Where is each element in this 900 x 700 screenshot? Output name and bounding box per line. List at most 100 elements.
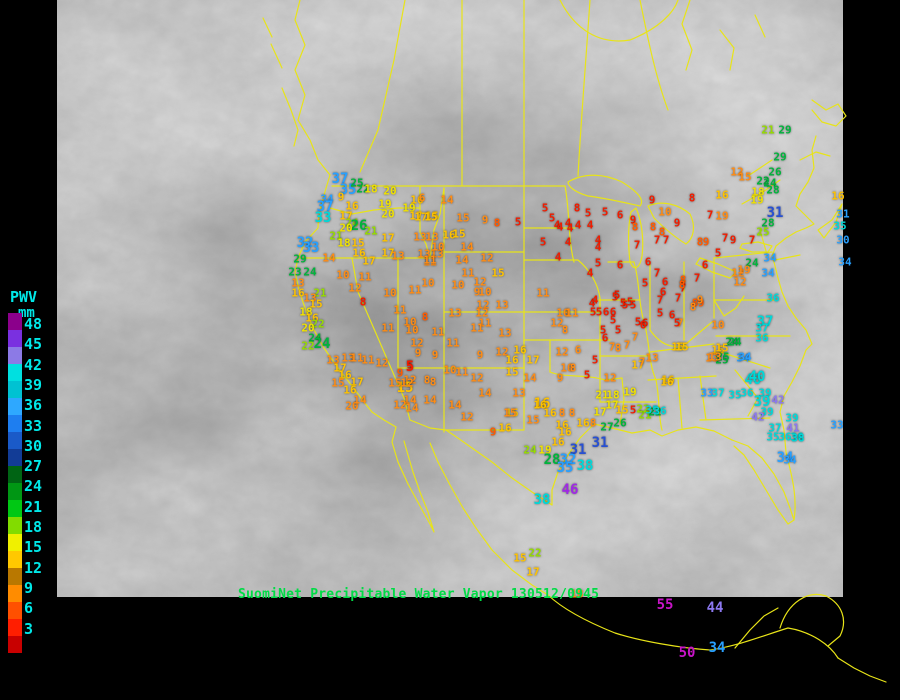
- legend-color-cell: [8, 313, 22, 330]
- station-value: 9: [648, 193, 656, 207]
- station-value: 13: [413, 230, 427, 244]
- station-value: 14: [423, 393, 437, 407]
- station-value: 17: [414, 210, 428, 224]
- station-value: 31: [591, 435, 609, 451]
- station-value: 12: [403, 373, 417, 387]
- station-value: 12: [393, 398, 407, 412]
- legend-label: 45: [24, 335, 43, 354]
- station-value: 12: [603, 371, 617, 385]
- station-value: 5: [613, 288, 621, 302]
- station-value: 4: [553, 218, 561, 232]
- station-value: 13: [341, 351, 355, 365]
- station-value: 16: [555, 418, 569, 432]
- station-value: 10: [556, 306, 570, 320]
- station-value: 5: [406, 358, 414, 372]
- station-value: 10: [443, 363, 457, 377]
- station-value: 18: [337, 236, 351, 250]
- station-value: 9: [489, 425, 497, 439]
- station-value: 4: [586, 218, 594, 232]
- station-value: 6: [418, 191, 426, 205]
- station-value: 24: [345, 216, 359, 230]
- station-value: 15: [503, 406, 517, 420]
- station-value: 22: [528, 546, 542, 560]
- station-value: 17: [526, 353, 540, 367]
- station-value: 38: [791, 431, 805, 445]
- station-value: 14: [478, 386, 492, 400]
- station-value: 22: [648, 405, 662, 419]
- station-value: 13: [512, 386, 526, 400]
- station-value: 28: [761, 216, 775, 230]
- station-value: 23: [288, 265, 302, 279]
- legend-color-cell: [8, 330, 22, 347]
- station-value: 21: [364, 224, 378, 238]
- station-value: 11: [446, 336, 460, 350]
- station-value: 7: [693, 271, 701, 285]
- station-value: 5: [714, 246, 722, 260]
- station-value: 15: [309, 297, 323, 311]
- station-value: 6: [701, 258, 709, 272]
- station-value: 5: [599, 323, 607, 337]
- station-value: 17: [362, 254, 376, 268]
- legend-color-cell: [8, 364, 22, 381]
- station-value: 14: [523, 371, 537, 385]
- station-value: 34: [320, 192, 334, 206]
- station-value: 17: [333, 361, 347, 375]
- station-value: 18: [364, 182, 378, 196]
- station-value: 13: [645, 351, 659, 365]
- station-value: 7: [631, 330, 639, 344]
- station-value: 8: [493, 216, 501, 230]
- legend-color-cell: [8, 449, 22, 466]
- station-value: 21: [313, 286, 327, 300]
- station-value: 28: [543, 452, 561, 468]
- station-value: 37: [756, 314, 774, 330]
- station-value: 20: [301, 321, 315, 335]
- station-value: 13: [498, 326, 512, 340]
- legend-color-cell: [8, 432, 22, 449]
- station-value: 17: [605, 398, 619, 412]
- station-value: 17: [381, 231, 395, 245]
- station-value: 5: [619, 296, 627, 310]
- station-value: 34: [763, 251, 777, 265]
- station-value: 25: [756, 225, 770, 239]
- legend-label: 21: [24, 497, 43, 516]
- legend-label: 30: [24, 436, 43, 455]
- station-value: 9: [473, 285, 481, 299]
- station-value: 22: [311, 317, 325, 331]
- station-value: 4: [586, 266, 594, 280]
- station-value: 37: [316, 199, 334, 215]
- station-value: 15: [491, 266, 505, 280]
- station-value: 33: [700, 386, 714, 400]
- station-value: 5: [673, 316, 681, 330]
- station-value: 24: [308, 331, 322, 345]
- station-value: 12: [730, 165, 744, 179]
- station-value: 10: [405, 323, 419, 337]
- station-value: 11: [455, 365, 469, 379]
- station-value: 8: [679, 273, 687, 287]
- station-value: 32: [296, 235, 314, 251]
- station-value: 33: [314, 210, 332, 226]
- station-value: 5: [641, 276, 649, 290]
- legend-label: 12: [24, 558, 43, 577]
- station-value: 34: [776, 450, 794, 466]
- station-value: 16: [831, 189, 845, 203]
- station-value: 7: [638, 355, 646, 369]
- station-value: 37: [768, 421, 782, 435]
- station-value: 33: [302, 240, 320, 256]
- station-value: 16: [513, 343, 527, 357]
- station-value: 8: [589, 416, 597, 430]
- station-value: 15: [331, 376, 345, 390]
- station-value: 6: [601, 331, 609, 345]
- station-value: 21: [761, 123, 775, 137]
- station-value: 20: [339, 221, 353, 235]
- station-value: 12: [473, 275, 487, 289]
- station-value: 8: [569, 361, 577, 375]
- station-value: 12: [348, 281, 362, 295]
- legend-unit: mm: [18, 305, 35, 321]
- station-value: 19: [378, 197, 392, 211]
- station-value: 29: [778, 123, 792, 137]
- station-value: 38: [576, 458, 594, 474]
- station-value: 8: [558, 406, 566, 420]
- station-value: 17: [631, 358, 645, 372]
